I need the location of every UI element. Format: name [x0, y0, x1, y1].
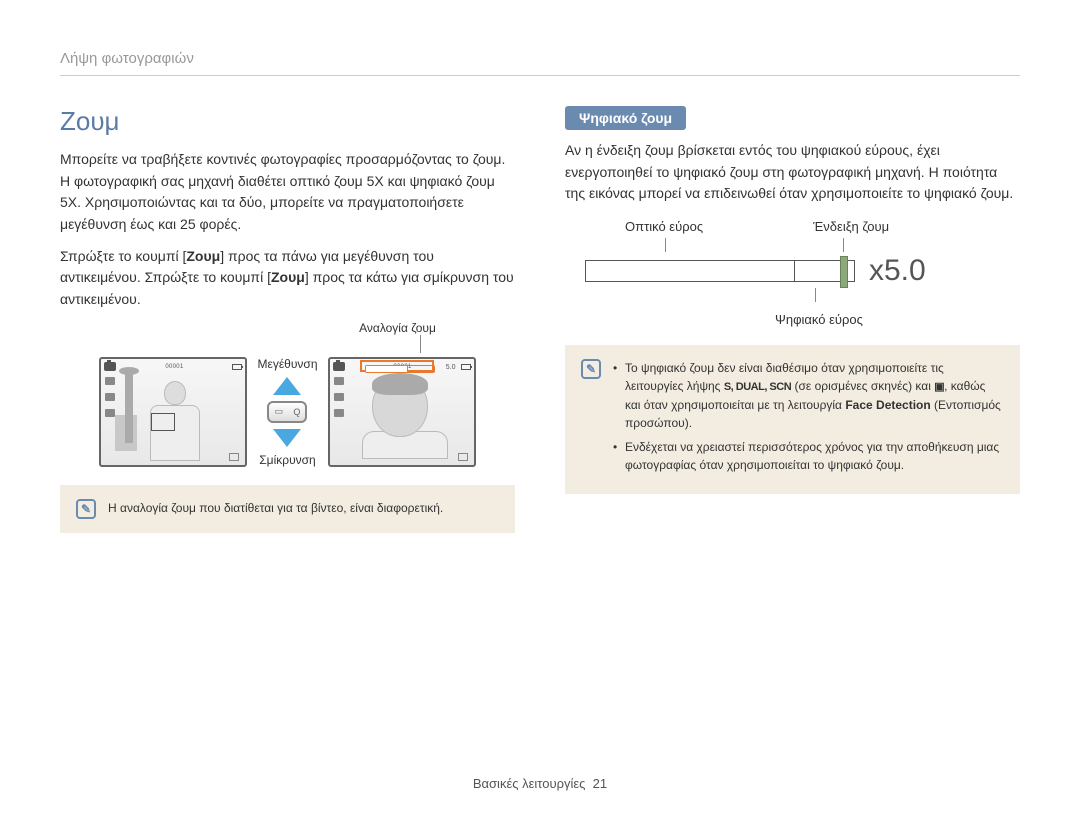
- note-text: Η αναλογία ζουμ που διατίθεται για τα βί…: [108, 499, 443, 519]
- zoom-keyword: Ζουμ: [186, 248, 220, 264]
- zoom-indicator-handle: [840, 256, 848, 288]
- zoom-ratio-value: 5.0: [446, 364, 456, 371]
- frame-counter: 00001: [165, 364, 183, 370]
- arrow-down-icon: [273, 429, 301, 447]
- mode-icon: [105, 393, 115, 401]
- face-detection-label: Face Detection: [845, 398, 930, 412]
- left-column: Ζουμ Μπορείτε να τραβήξετε κοντινές φωτο…: [60, 106, 515, 533]
- page-number: 21: [593, 776, 607, 791]
- footer-section: Βασικές λειτουργίες: [473, 776, 586, 791]
- digital-zoom-subheading: Ψηφιακό ζουμ: [565, 106, 686, 130]
- lcd-wide-preview: 00001: [99, 357, 247, 467]
- zoom-rocker-button: ▭Q: [267, 401, 307, 423]
- zoom-out-label: Σμίκρυνση: [259, 453, 315, 467]
- intro-paragraph: Μπορείτε να τραβήξετε κοντινές φωτογραφί…: [60, 149, 515, 236]
- optical-range-label: Οπτικό εύρος: [625, 219, 703, 234]
- zoom-keyword: Ζουμ: [271, 269, 305, 285]
- battery-icon: [232, 364, 242, 370]
- note-icon: ✎: [581, 359, 601, 379]
- digital-range-label: Ψηφιακό εύρος: [775, 312, 965, 327]
- note-item: Ενδέχεται να χρειαστεί περισσότερος χρόν…: [613, 438, 1004, 474]
- mode-icon: [334, 409, 344, 417]
- movie-mode-icon: ▣: [934, 381, 944, 393]
- note-item: Το ψηφιακό ζουμ δεν είναι διαθέσιμο όταν…: [613, 359, 1004, 432]
- zoom-ratio-label: Αναλογία ζουμ: [280, 321, 515, 335]
- lcd-tele-preview: 5.0 00001: [328, 357, 476, 467]
- mode-icon: [334, 377, 344, 385]
- optical-range-segment: [585, 260, 795, 282]
- section-heading: Ζουμ: [60, 106, 515, 137]
- mode-icon: [105, 377, 115, 385]
- digital-zoom-paragraph: Αν η ένδειξη ζουμ βρίσκεται εντός του ψη…: [565, 140, 1020, 205]
- zoom-control-illustration: Μεγέθυνση ▭Q Σμίκρυνση: [257, 357, 317, 467]
- arrow-up-icon: [273, 377, 301, 395]
- camera-icon: [104, 362, 116, 371]
- info-note-box: ✎ Η αναλογία ζουμ που διατίθεται για τα …: [60, 485, 515, 533]
- zoom-instruction-paragraph: Σπρώξτε το κουμπί [Ζουμ] προς τα πάνω γι…: [60, 246, 515, 311]
- zoom-bar-track: [585, 260, 855, 282]
- battery-icon: [461, 364, 471, 370]
- note-icon: ✎: [76, 499, 96, 519]
- zoom-value-readout: x5.0: [869, 254, 926, 288]
- digital-range-segment: [795, 260, 855, 282]
- zoom-ratio-bar: 5.0: [365, 365, 435, 373]
- breadcrumb: Λήψη φωτογραφιών: [60, 50, 1020, 76]
- info-note-box: ✎ Το ψηφιακό ζουμ δεν είναι διαθέσιμο ότ…: [565, 345, 1020, 494]
- zoom-in-label: Μεγέθυνση: [257, 357, 317, 371]
- right-column: Ψηφιακό ζουμ Αν η ένδειξη ζουμ βρίσκεται…: [565, 106, 1020, 533]
- focus-rectangle: [151, 413, 175, 431]
- zoom-indicator-label: Ένδειξη ζουμ: [813, 219, 889, 234]
- zoom-range-diagram: Οπτικό εύρος Ένδειξη ζουμ x5.0 Ψηφιακό: [585, 219, 965, 327]
- mode-icon: [334, 393, 344, 401]
- camera-icon: [333, 362, 345, 371]
- mode-icons-inline: S, DUAL, SCN: [724, 381, 791, 393]
- page-footer: Βασικές λειτουργίες 21: [0, 776, 1080, 791]
- mode-icon: [105, 409, 115, 417]
- zoom-diagram: 00001 Μεγέθυνση: [60, 357, 515, 467]
- text: Σπρώξτε το κουμπί [: [60, 248, 186, 264]
